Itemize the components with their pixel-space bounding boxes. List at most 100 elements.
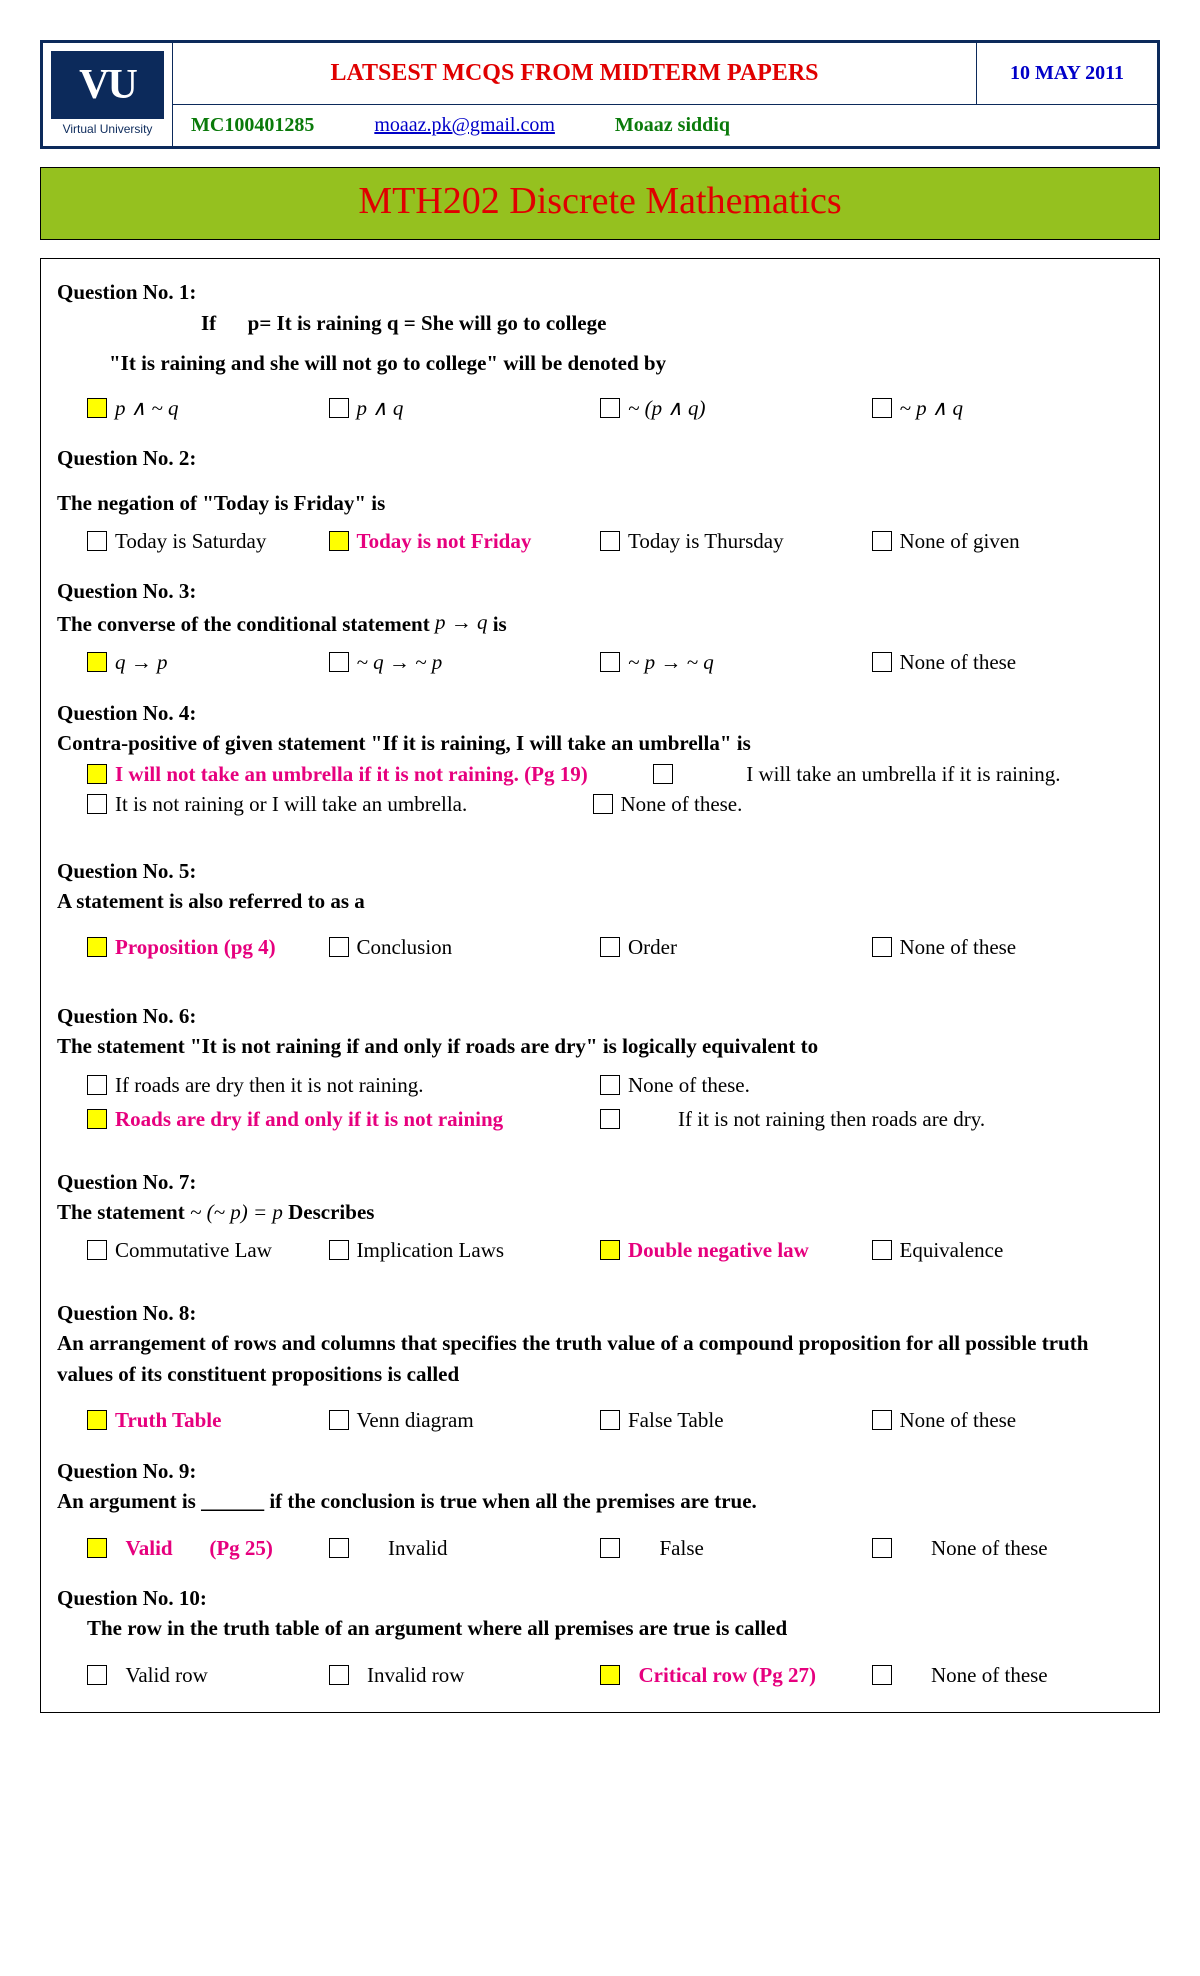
q10-option-a: Valid row — [126, 1663, 208, 1687]
q1-checkbox-b[interactable] — [329, 398, 349, 418]
q8-option-b: Venn diagram — [357, 1408, 474, 1432]
q10-checkbox-c[interactable] — [600, 1665, 620, 1685]
q7-checkbox-c[interactable] — [600, 1240, 620, 1260]
q1-option-d: ~ p ∧ q — [900, 396, 963, 420]
student-id: MC100401285 — [191, 111, 314, 140]
q8-option-a: Truth Table — [115, 1408, 221, 1432]
q8-checkbox-c[interactable] — [600, 1410, 620, 1430]
q1-premise: If p= It is raining q = She will go to c… — [201, 308, 1143, 338]
q6-options: If roads are dry then it is not raining.… — [57, 1068, 1143, 1137]
q1-checkbox-a[interactable] — [87, 398, 107, 418]
document-date: 10 MAY 2011 — [977, 43, 1157, 104]
header-row-2: MC100401285 moaaz.pk@gmail.com Moaaz sid… — [173, 105, 1157, 146]
q6-checkbox-a[interactable] — [87, 1075, 107, 1095]
q6-checkbox-d[interactable] — [600, 1109, 620, 1129]
q5-checkbox-c[interactable] — [600, 937, 620, 957]
q7-checkbox-a[interactable] — [87, 1240, 107, 1260]
q10-option-b: Invalid row — [367, 1663, 464, 1687]
q5-checkbox-a[interactable] — [87, 937, 107, 957]
q2-option-b: Today is not Friday — [357, 529, 532, 553]
q9-checkbox-c[interactable] — [600, 1538, 620, 1558]
q5-options: Proposition (pg 4) Conclusion Order None… — [57, 930, 1143, 964]
q7-prompt: The statement ~ (~ p) = p Describes — [57, 1197, 1143, 1227]
q4-option-a: I will not take an umbrella if it is not… — [115, 762, 588, 786]
q3-option-b: ~ q → ~ p — [357, 650, 443, 674]
author-name: Moaaz siddiq — [615, 111, 730, 140]
q7-option-d: Equivalence — [900, 1238, 1004, 1262]
q9-option-a-ref: (Pg 25) — [209, 1536, 273, 1560]
q3-options: q → p ~ q → ~ p ~ p → ~ q None of these — [57, 645, 1143, 679]
q8-option-d: None of these — [900, 1408, 1017, 1432]
q9-label: Question No. 9: — [57, 1456, 1143, 1486]
q9-option-c: False — [660, 1536, 704, 1560]
q8-option-c: False Table — [628, 1408, 724, 1432]
document-title: LATSEST MCQS FROM MIDTERM PAPERS — [173, 43, 977, 104]
q9-checkbox-b[interactable] — [329, 1538, 349, 1558]
logo-cell: VU Virtual University — [43, 43, 173, 146]
q7-option-b: Implication Laws — [357, 1238, 505, 1262]
q4-options: I will not take an umbrella if it is not… — [57, 759, 1143, 820]
q10-options: Valid row Invalid row Critical row (Pg 2… — [57, 1658, 1143, 1692]
q7-prompt-a: The statement — [57, 1200, 190, 1224]
q9-checkbox-a[interactable] — [87, 1538, 107, 1558]
q2-checkbox-b[interactable] — [329, 531, 349, 551]
q1-option-c: ~ (p ∧ q) — [628, 396, 705, 420]
q3-prompt-math: p → q — [435, 610, 488, 634]
q3-option-a: q → p — [115, 650, 168, 674]
q2-label: Question No. 2: — [57, 443, 1143, 473]
q6-checkbox-b[interactable] — [600, 1075, 620, 1095]
q7-options: Commutative Law Implication Laws Double … — [57, 1233, 1143, 1267]
header-main: LATSEST MCQS FROM MIDTERM PAPERS 10 MAY … — [173, 43, 1157, 146]
q2-checkbox-d[interactable] — [872, 531, 892, 551]
q2-prompt: The negation of "Today is Friday" is — [57, 488, 1143, 518]
q5-checkbox-d[interactable] — [872, 937, 892, 957]
q4-checkbox-c[interactable] — [87, 794, 107, 814]
q5-checkbox-b[interactable] — [329, 937, 349, 957]
q7-checkbox-d[interactable] — [872, 1240, 892, 1260]
q4-option-c: It is not raining or I will take an umbr… — [115, 792, 467, 816]
q4-checkbox-a[interactable] — [87, 764, 107, 784]
logo-subtitle: Virtual University — [51, 118, 164, 138]
q8-checkbox-a[interactable] — [87, 1410, 107, 1430]
q3-checkbox-a[interactable] — [87, 652, 107, 672]
q4-label: Question No. 4: — [57, 698, 1143, 728]
q10-checkbox-d[interactable] — [872, 1665, 892, 1685]
questions-container: Question No. 1: If p= It is raining q = … — [40, 258, 1160, 1713]
q4-prompt: Contra-positive of given statement "If i… — [57, 728, 1143, 758]
q2-checkbox-c[interactable] — [600, 531, 620, 551]
q7-option-a: Commutative Law — [115, 1238, 272, 1262]
q8-checkbox-d[interactable] — [872, 1410, 892, 1430]
q1-label: Question No. 1: — [57, 277, 1143, 307]
q7-prompt-math: ~ (~ p) = p — [190, 1200, 283, 1224]
q4-checkbox-b[interactable] — [653, 764, 673, 784]
q8-label: Question No. 8: — [57, 1298, 1143, 1328]
q10-checkbox-a[interactable] — [87, 1665, 107, 1685]
q4-option-b: I will take an umbrella if it is raining… — [686, 762, 1060, 786]
q8-checkbox-b[interactable] — [329, 1410, 349, 1430]
q10-checkbox-b[interactable] — [329, 1665, 349, 1685]
q1-checkbox-c[interactable] — [600, 398, 620, 418]
q4-checkbox-d[interactable] — [593, 794, 613, 814]
q3-checkbox-c[interactable] — [600, 652, 620, 672]
q10-label: Question No. 10: — [57, 1583, 1143, 1613]
q9-prompt: An argument is ______ if the conclusion … — [57, 1486, 1143, 1516]
q10-option-d: None of these — [931, 1663, 1048, 1687]
q3-checkbox-b[interactable] — [329, 652, 349, 672]
q9-option-d: None of these — [931, 1536, 1048, 1560]
q1-question: "It is raining and she will not go to co… — [109, 348, 1143, 378]
author-email[interactable]: moaaz.pk@gmail.com — [374, 111, 555, 140]
q6-checkbox-c[interactable] — [87, 1109, 107, 1129]
q3-label: Question No. 3: — [57, 576, 1143, 606]
q1-option-b: p ∧ q — [357, 396, 404, 420]
logo-image: VU — [51, 51, 164, 118]
q2-checkbox-a[interactable] — [87, 531, 107, 551]
q7-prompt-b: Describes — [283, 1200, 375, 1224]
q5-label: Question No. 5: — [57, 856, 1143, 886]
q1-checkbox-d[interactable] — [872, 398, 892, 418]
q7-checkbox-b[interactable] — [329, 1240, 349, 1260]
q9-checkbox-d[interactable] — [872, 1538, 892, 1558]
q3-checkbox-d[interactable] — [872, 652, 892, 672]
q6-option-a: If roads are dry then it is not raining. — [115, 1073, 424, 1097]
q3-prompt-a: The converse of the conditional statemen… — [57, 612, 435, 636]
q2-option-d: None of given — [900, 529, 1020, 553]
